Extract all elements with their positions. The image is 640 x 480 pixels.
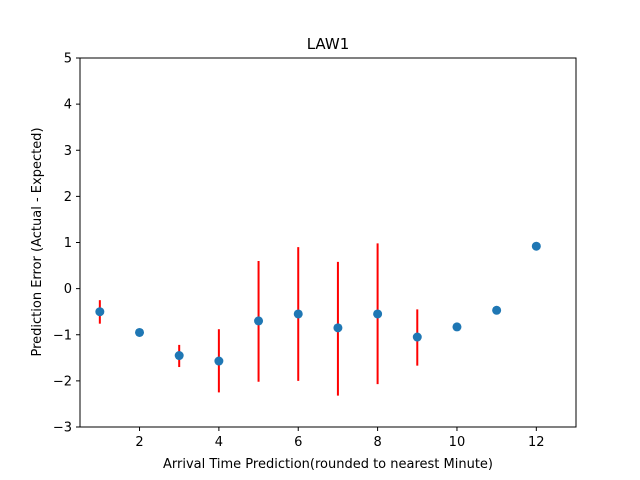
y-axis-label: Prediction Error (Actual - Expected) [30,127,45,356]
y-tick-label: 0 [64,282,72,297]
data-point [333,323,343,333]
data-point [373,309,383,319]
data-point [531,241,541,251]
data-point [293,309,303,319]
x-tick-label: 8 [373,435,381,450]
y-tick-label: 1 [64,236,72,251]
points-layer [95,241,541,366]
data-point [492,305,502,315]
y-tick-label: 5 [64,52,72,67]
data-point [412,332,422,342]
x-axis-ticks: 2 4 6 8 10 12 [135,427,545,450]
plot-frame [79,57,577,428]
y-axis-ticks: −3 −2 −1 0 1 2 3 4 5 [53,52,80,436]
y-tick-label: 4 [64,98,72,113]
data-point [95,307,105,317]
x-tick-label: 2 [135,435,143,450]
data-point [254,316,264,326]
chart-title: LAW1 [307,35,350,53]
y-tick-label: −1 [53,328,72,343]
x-tick-label: 12 [528,435,545,450]
data-point [174,351,184,361]
y-tick-label: 2 [64,190,72,205]
data-point [135,327,145,337]
y-tick-label: −2 [53,374,72,389]
data-point [214,356,224,366]
y-tick-label: −3 [53,421,72,436]
y-tick-label: 3 [64,144,72,159]
data-point [452,322,462,332]
x-tick-label: 6 [294,435,302,450]
x-tick-label: 4 [215,435,223,450]
x-axis-label: Arrival Time Prediction(rounded to neare… [163,457,493,472]
x-tick-label: 10 [449,435,466,450]
